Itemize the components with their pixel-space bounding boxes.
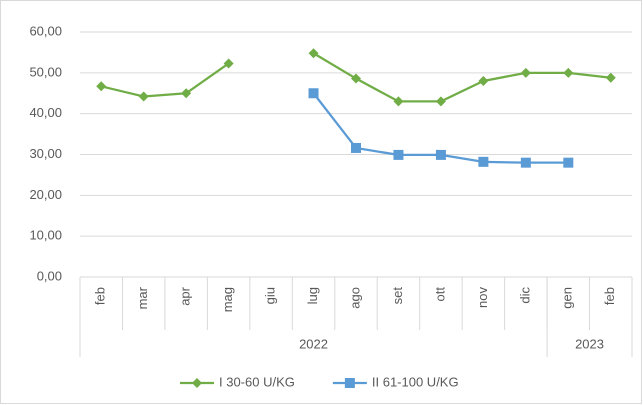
x-tick-label: lug [305, 287, 320, 304]
x-tick-label: dic [517, 287, 532, 304]
x-tick-label: mar [135, 286, 150, 309]
data-point [520, 67, 531, 78]
x-tick-label: giu [263, 287, 278, 304]
series-line [100, 62, 230, 98]
legend-label: I 30-60 U/KG [219, 374, 295, 389]
y-tick-label: 0,00 [37, 268, 62, 283]
series-line [312, 52, 611, 103]
x-tick-label: feb [602, 287, 617, 305]
data-point [605, 72, 616, 83]
data-point [138, 91, 149, 102]
x-tick-label: ago [347, 287, 362, 309]
x-tick-label: nov [475, 287, 490, 308]
y-tick-label: 20,00 [29, 187, 62, 202]
data-point [351, 142, 361, 153]
data-point [563, 67, 574, 78]
y-tick-label: 10,00 [29, 228, 62, 243]
data-point [96, 81, 107, 92]
x-tick-label: set [390, 287, 405, 305]
data-point [393, 96, 404, 107]
data-point [520, 157, 531, 168]
data-point [563, 157, 574, 168]
x-tick-label: mag [220, 287, 235, 312]
y-tick-label: 50,00 [29, 64, 62, 79]
x-tick-label: apr [178, 286, 193, 305]
data-point [393, 149, 404, 160]
legend-marker [192, 378, 202, 388]
group-label: 2023 [575, 336, 604, 351]
y-tick-label: 40,00 [29, 105, 62, 120]
data-point [478, 156, 489, 167]
y-tick-label: 60,00 [29, 23, 62, 38]
x-tick-label: gen [560, 287, 575, 309]
data-point [308, 48, 319, 59]
data-point [181, 88, 192, 99]
data-point [351, 73, 361, 84]
x-tick-label: feb [93, 287, 108, 305]
data-point [435, 149, 446, 160]
x-tick-label: ott [432, 287, 447, 302]
data-point [435, 96, 446, 107]
data-point [223, 58, 234, 69]
y-tick-label: 30,00 [29, 146, 62, 161]
legend-marker [344, 378, 355, 388]
data-point [308, 88, 319, 99]
data-point [478, 76, 489, 86]
legend-label: II 61-100 U/KG [372, 374, 459, 389]
group-label: 2022 [299, 336, 328, 351]
